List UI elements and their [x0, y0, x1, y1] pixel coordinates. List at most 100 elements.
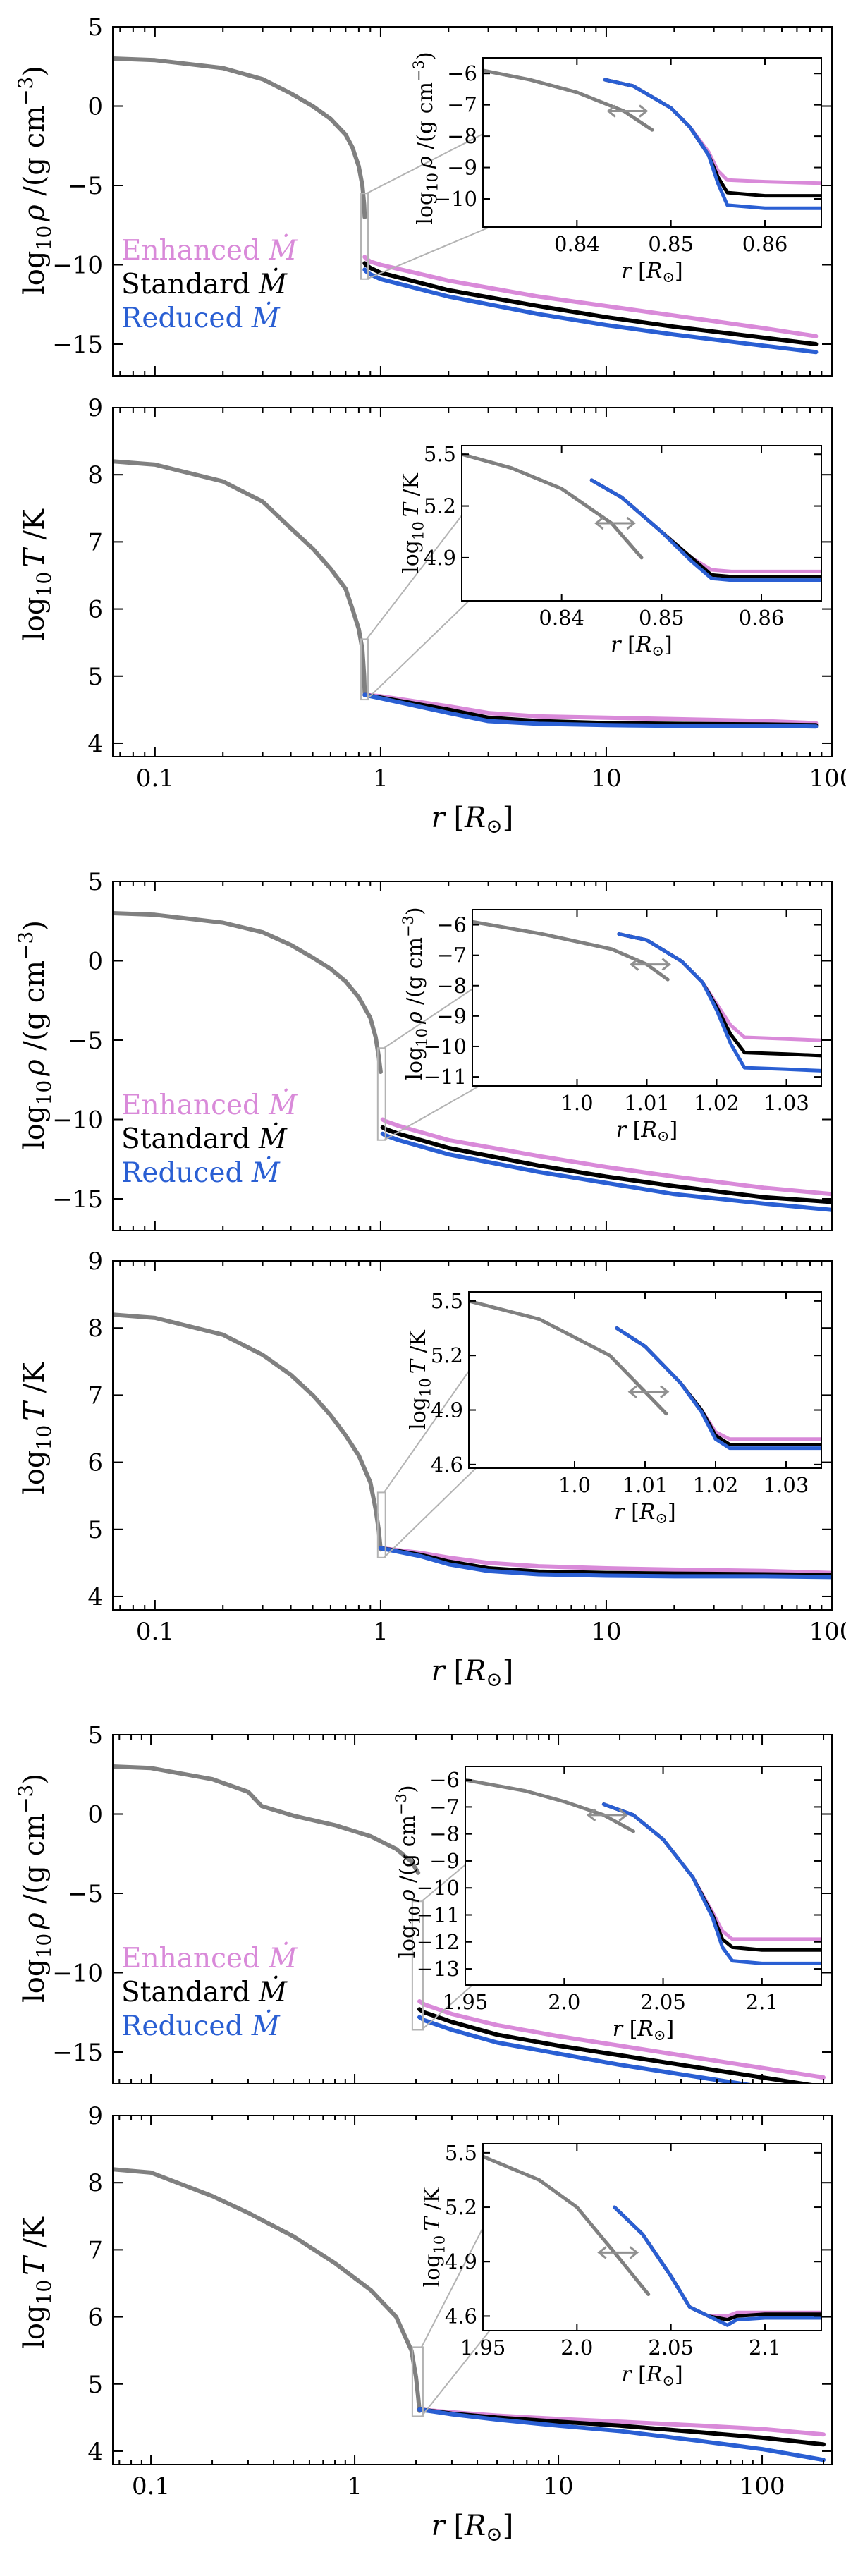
- inset-panel-3: −6 −7 −8 −9 −10 −11 1.0 1.01 1.02 1.03 log10ρ /(g …: [376, 907, 822, 1144]
- inset-frame: [461, 445, 822, 602]
- inset-y-tick-label: 4.9: [424, 546, 456, 570]
- panel-3-series-enhanced-: [380, 1117, 832, 1197]
- y-tick-label: −10: [52, 1960, 103, 1988]
- inset-y-axis-label: log10ρ /(g cm−3): [400, 907, 431, 1080]
- y-tick-label: 4: [87, 2438, 103, 2466]
- double-arrow-icon: [630, 958, 671, 971]
- inset-background: [483, 2144, 821, 2331]
- panel-frame: [112, 2115, 833, 2465]
- inset-x-axis-label: r [R⊙]: [611, 633, 673, 659]
- y-axis-label: log10ρ /(g cm−3): [14, 66, 56, 295]
- zoom-connector: [383, 1370, 470, 1493]
- inset-5-series-reduced-: [601, 1802, 821, 1965]
- inset-x-axis-label: r [R⊙]: [613, 2017, 675, 2044]
- inset-6-series-reduced-: [613, 2205, 821, 2327]
- inset-x-axis-label: r [R⊙]: [621, 259, 683, 286]
- zoom-connector: [366, 515, 462, 640]
- inset-y-tick-label: 4.9: [445, 2250, 477, 2273]
- y-tick-label: −15: [52, 331, 103, 359]
- panel-1-series-reduced-: [362, 267, 819, 355]
- double-arrow-icon: [606, 104, 649, 118]
- y-tick-label: −5: [68, 172, 103, 200]
- inset-y-tick-label: −11: [417, 1903, 460, 1927]
- inset-y-tick-label: 5.2: [431, 1343, 463, 1367]
- y-tick-label: 6: [87, 1449, 103, 1477]
- inset-x-tick-label: 1.02: [694, 1091, 740, 1115]
- x-axis-label: r [R⊙]: [431, 2510, 514, 2546]
- zoom-connector: [384, 1467, 477, 1558]
- panel-4-series-enhanced-: [378, 1546, 832, 1575]
- inset-x-tick-label: 1.03: [764, 1091, 809, 1115]
- inset-x-tick-label: 0.85: [639, 606, 685, 630]
- y-tick-label: −5: [68, 1880, 103, 1908]
- inset-1-series-interior: [483, 68, 654, 132]
- panel-4: 9 8 7 6 5 4 0.1 1 10 100 log10T /K r [R⊙] 5.5 5.2 4.9 4…: [18, 1247, 846, 1691]
- inset-x-tick-label: 1.03: [764, 1473, 809, 1497]
- inset-y-tick-label: −11: [424, 1065, 467, 1089]
- panel-5-series-reduced-: [417, 2015, 756, 2084]
- inset-frame: [482, 57, 822, 228]
- y-axis-label: log10ρ /(g cm−3): [14, 1774, 56, 2003]
- inset-3-series-reduced-: [617, 932, 821, 1073]
- y-tick-label: 5: [87, 1721, 103, 1750]
- inset-2-series-reduced-: [589, 478, 821, 582]
- inset-panel-1: −6 −7 −8 −9 −10 0.84 0.85 0.86 log10ρ /(g cm−3) r…: [360, 51, 822, 286]
- x-tick-label: 0.1: [132, 2472, 170, 2501]
- zoom-connector: [384, 988, 473, 1049]
- inset-x-tick-label: 2.0: [560, 2336, 593, 2360]
- x-tick-label: 1: [373, 1618, 388, 1646]
- inset-y-tick-label: −8: [429, 1822, 460, 1846]
- inset-x-tick-label: 0.85: [648, 232, 694, 256]
- y-tick-label: 0: [87, 93, 103, 121]
- inset-x-tick-label: 2.05: [640, 1990, 686, 2014]
- y-axis-label: log10T /K: [18, 508, 56, 641]
- y-tick-label: 0: [87, 1801, 103, 1829]
- inset-frame: [482, 2143, 822, 2331]
- panel-6: 9 8 7 6 5 4 0.1 1 10 100 log10T /K r [R⊙] 5.5 5.2 4.9 4…: [18, 2102, 833, 2546]
- inset-y-tick-label: 4.6: [431, 1453, 463, 1477]
- y-tick-label: 5: [87, 868, 103, 896]
- panel-5-series-interior: [113, 1764, 421, 1875]
- y-tick-label: 0: [87, 948, 103, 976]
- x-tick-label: 0.1: [136, 764, 174, 793]
- inset-x-tick-label: 1.95: [443, 1990, 489, 2014]
- inset-panel-4: 5.5 5.2 4.9 4.6 1.0 1.01 1.02 1.03 log10T /K r [R…: [376, 1289, 822, 1558]
- inset-panel-2: 5.5 5.2 4.9 0.84 0.85 0.86 log10T /K r [R⊙]: [360, 442, 822, 701]
- inset-y-tick-label: 5.5: [431, 1289, 463, 1313]
- inset-y-tick-label: −6: [436, 913, 467, 937]
- panel-4-series-reduced-: [378, 1546, 832, 1580]
- zoom-connector: [366, 133, 484, 195]
- inset-x-tick-label: 1.01: [624, 1091, 670, 1115]
- y-axis-label: log10T /K: [18, 2216, 56, 2349]
- inset-background: [483, 58, 821, 227]
- x-tick-label: 0.1: [136, 1618, 174, 1646]
- double-arrow-icon: [594, 516, 636, 530]
- inset-y-tick-label: 5.2: [424, 494, 456, 518]
- panel-3-series-interior: [113, 911, 383, 1074]
- inset-y-tick-label: −9: [447, 156, 477, 180]
- inset-panel-6: 5.5 5.2 4.9 4.6 1.95 2.0 2.05 2.1 log10T /K r [R⊙…: [411, 2141, 822, 2417]
- zoom-connector: [366, 226, 490, 280]
- x-tick-label: 100: [740, 2472, 785, 2501]
- zoom-connector: [421, 1984, 473, 2031]
- x-axis-label: r [R⊙]: [431, 1655, 514, 1691]
- inset-y-tick-label: 5.5: [445, 2141, 477, 2165]
- y-tick-label: 5: [87, 663, 103, 691]
- y-tick-label: 6: [87, 2304, 103, 2332]
- inset-x-tick-label: 1.0: [560, 1091, 593, 1115]
- inset-x-axis-label: r [R⊙]: [614, 1500, 676, 1527]
- zoom-region: [411, 1900, 424, 2031]
- x-tick-label: 100: [809, 764, 846, 793]
- panel-2-series-interior: [113, 459, 367, 695]
- inset-y-tick-label: −7: [429, 1795, 460, 1819]
- x-tick-label: 1: [347, 2472, 362, 2501]
- double-arrow-icon: [627, 1385, 670, 1398]
- inset-x-tick-label: 2.0: [548, 1990, 580, 2014]
- inset-1-series-reduced-: [603, 78, 821, 210]
- y-tick-label: 8: [87, 2169, 103, 2197]
- x-axis-label: r [R⊙]: [431, 802, 514, 838]
- panel-2: 9 8 7 6 5 4 0.1 1 10 100 log10T /K r [R⊙] 5.5 5.2 4.9 0…: [18, 394, 846, 838]
